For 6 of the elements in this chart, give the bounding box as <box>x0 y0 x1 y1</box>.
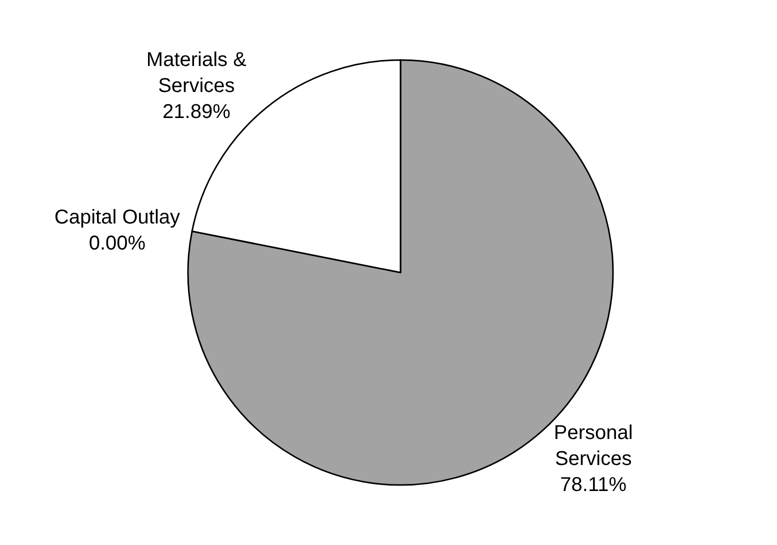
data-label: 78.11% <box>560 474 627 496</box>
text: 0.00% <box>88 232 146 254</box>
category-label: Capital Outlay <box>54 206 180 228</box>
data-label: 21.89% <box>162 101 231 124</box>
slice-label: Personal Services <box>554 422 633 470</box>
slice-label: Materials & Services <box>146 49 248 98</box>
